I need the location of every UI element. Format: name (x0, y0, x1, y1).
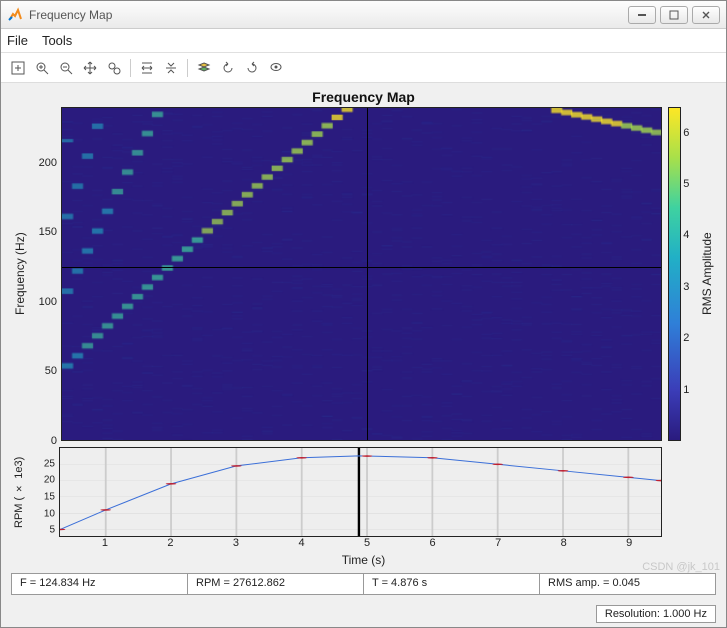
resolution-indicator: Resolution: 1.000 Hz (596, 605, 716, 623)
window-title: Frequency Map (29, 8, 628, 22)
status-rms: RMS amp. = 0.045 (540, 574, 715, 594)
xtick: 3 (233, 537, 239, 549)
xtick-pad-right (662, 537, 716, 553)
xtick: 9 (626, 537, 632, 549)
xtick-row: 1 2 3 4 5 6 7 8 9 (11, 537, 716, 553)
freq-ytick: 100 (39, 296, 57, 308)
footer: Resolution: 1.000 Hz (1, 601, 726, 627)
window-buttons (628, 6, 720, 24)
spectrogram-axes[interactable] (61, 107, 662, 441)
zoom-out-icon[interactable] (55, 57, 77, 79)
spectrogram-row: Frequency (Hz) 050100150200 123456 RMS A… (11, 107, 716, 441)
restore-view-icon[interactable] (7, 57, 29, 79)
rpm-ylabel: RPM ( × 1e3) (11, 447, 27, 537)
rpm-ytick: 20 (44, 475, 55, 486)
xtick: 8 (561, 537, 567, 549)
status-frequency: F = 124.834 Hz (12, 574, 188, 594)
zoom-x-icon[interactable] (136, 57, 158, 79)
freq-yaxis: 050100150200 (29, 107, 61, 441)
matlab-icon (7, 7, 23, 23)
rotate-ccw-icon[interactable] (217, 57, 239, 79)
watermark: CSDN @jk_101 (642, 561, 720, 573)
colorbar-tick: 2 (683, 332, 689, 344)
data-tips-icon[interactable] (265, 57, 287, 79)
colorbar-tick: 6 (683, 127, 689, 139)
status-rpm: RPM = 27612.862 (188, 574, 364, 594)
toolbar (1, 53, 726, 83)
rpm-ytick: 5 (49, 525, 55, 536)
menu-tools[interactable]: Tools (42, 33, 72, 48)
plot-title: Frequency Map (11, 89, 716, 105)
xtick: 2 (167, 537, 173, 549)
zoom-collapse-icon[interactable] (160, 57, 182, 79)
rpm-ytick: 10 (44, 508, 55, 519)
freq-ytick: 50 (45, 365, 57, 377)
rpm-ytick: 15 (44, 492, 55, 503)
menu-file[interactable]: File (7, 33, 28, 48)
colorbar-ticks: 1 2 3 4 5 6 (681, 107, 698, 441)
colorbar (668, 107, 681, 441)
colorbar-label: RMS Amplitude (698, 107, 716, 441)
status-time: T = 4.876 s (364, 574, 540, 594)
status-bar: F = 124.834 Hz RPM = 27612.862 T = 4.876… (11, 573, 716, 595)
rpm-right-spacer (662, 447, 716, 537)
rpm-ytick: 25 (44, 458, 55, 469)
xtick: 4 (298, 537, 304, 549)
freq-ylabel: Frequency (Hz) (11, 107, 29, 441)
toolbar-separator-2 (187, 59, 188, 77)
freq-ytick: 200 (39, 157, 57, 169)
xtick: 5 (364, 537, 370, 549)
zoom-linked-icon[interactable] (103, 57, 125, 79)
xtick-area: 1 2 3 4 5 6 7 8 9 (59, 537, 662, 553)
app-window: Frequency Map File Tools Frequency Map F… (0, 0, 727, 628)
layers-3d-icon[interactable] (193, 57, 215, 79)
freq-ytick: 150 (39, 226, 57, 238)
colorbar-column: 1 2 3 4 5 6 RMS Amplitude (662, 107, 716, 441)
xtick: 1 (102, 537, 108, 549)
xlabel: Time (s) (11, 553, 716, 567)
crosshair-vertical (367, 108, 368, 440)
maximize-button[interactable] (660, 6, 688, 24)
xtick-pad-yaxis (27, 537, 59, 553)
toolbar-separator (130, 59, 131, 77)
colorbar-tick: 4 (683, 229, 689, 241)
rotate-cw-icon[interactable] (241, 57, 263, 79)
menubar: File Tools (1, 29, 726, 53)
rpm-yaxis: 5 10 15 20 25 (27, 447, 59, 537)
spectrogram-canvas (62, 108, 661, 440)
zoom-in-icon[interactable] (31, 57, 53, 79)
colorbar-tick: 5 (683, 178, 689, 190)
close-button[interactable] (692, 6, 720, 24)
colorbar-tick: 3 (683, 281, 689, 293)
figure-content: Frequency Map Frequency (Hz) 0 50 100 150 20… (1, 83, 726, 601)
titlebar: Frequency Map (1, 1, 726, 29)
rpm-svg (60, 448, 661, 536)
xtick: 6 (430, 537, 436, 549)
spectrogram-column (61, 107, 662, 441)
freq-ytick: 0 (51, 435, 57, 447)
minimize-button[interactable] (628, 6, 656, 24)
crosshair-horizontal (62, 267, 661, 268)
pan-icon[interactable] (79, 57, 101, 79)
colorbar-tick: 1 (683, 384, 689, 396)
rpm-row: RPM ( × 1e3) 5 10 15 20 25 (11, 447, 716, 537)
xtick: 7 (495, 537, 501, 549)
rpm-axes[interactable] (59, 447, 662, 537)
xtick-pad-ylabel (11, 537, 27, 553)
